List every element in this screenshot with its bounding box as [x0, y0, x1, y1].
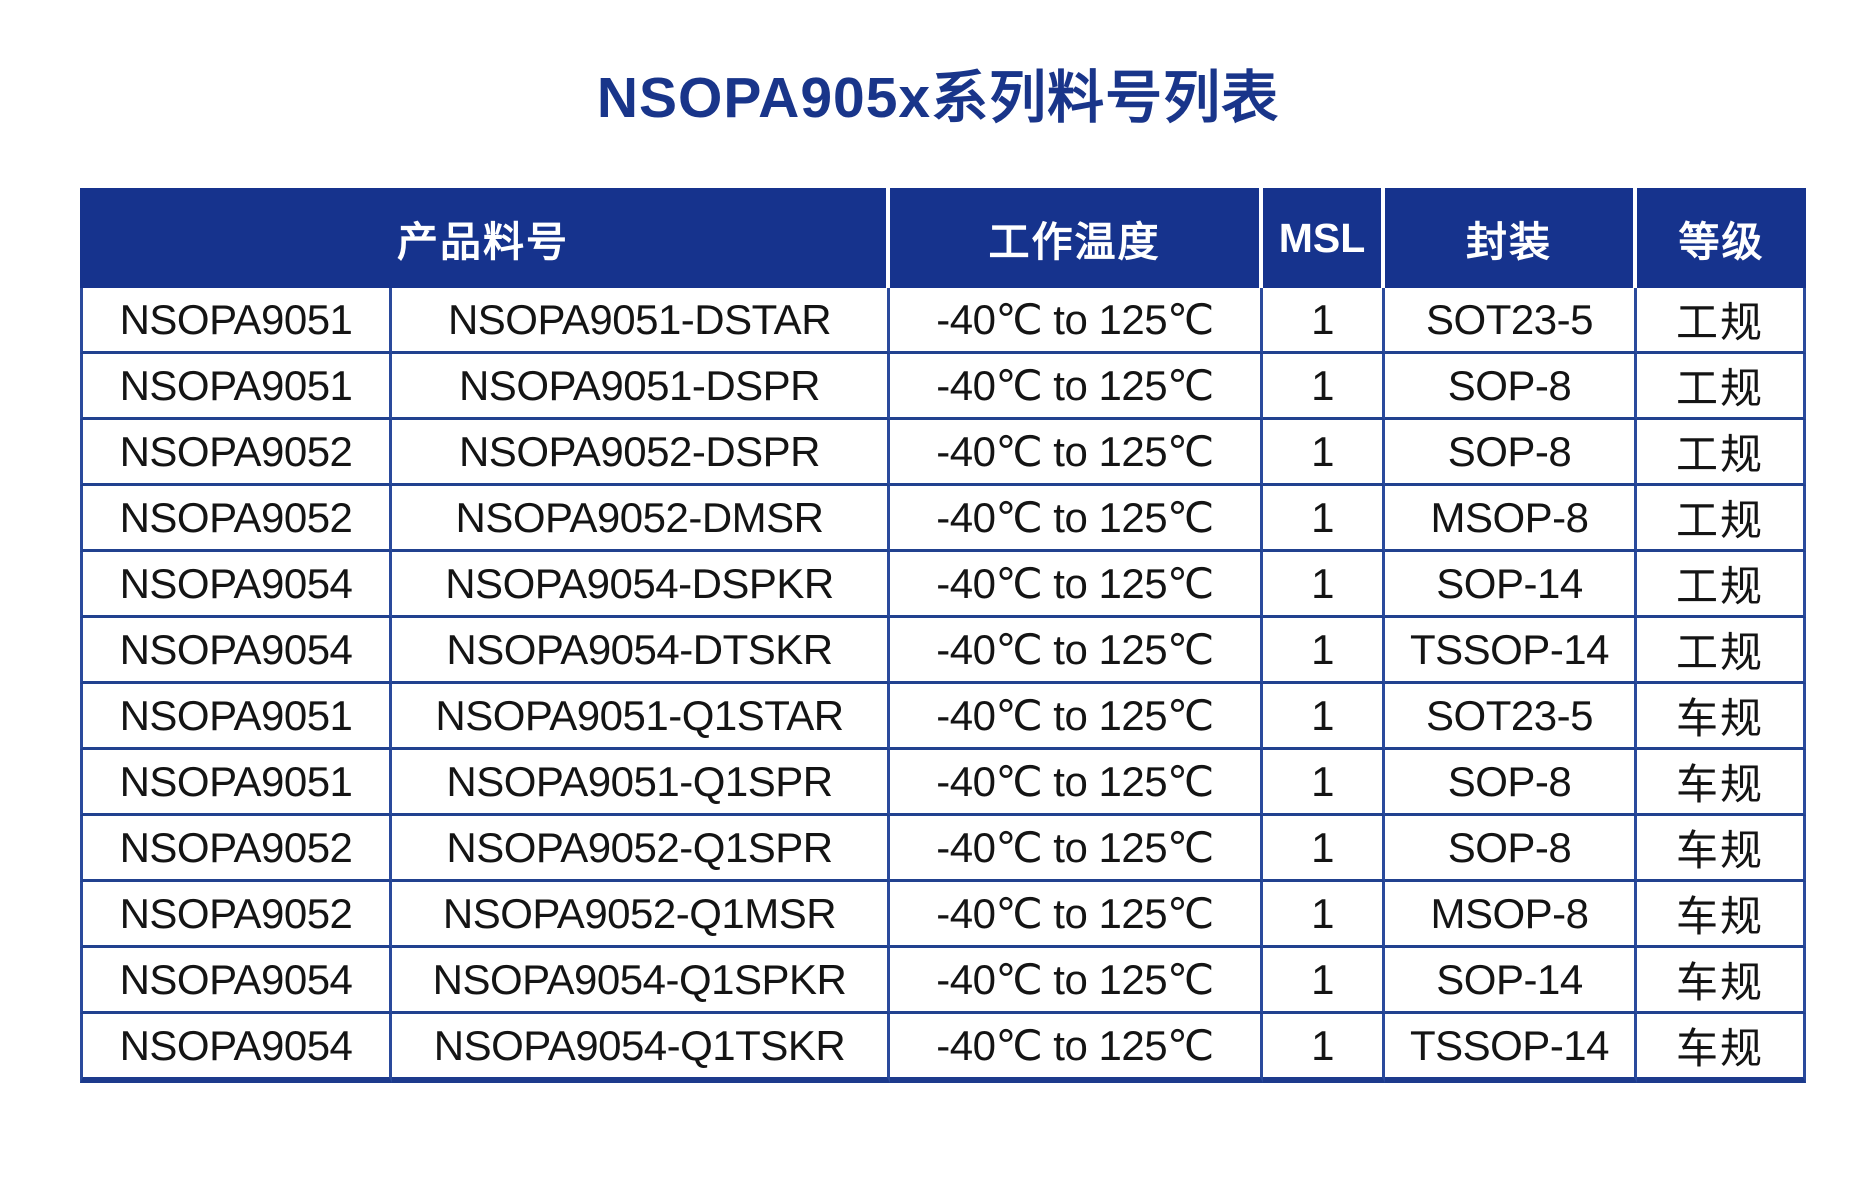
table-row: NSOPA9052 NSOPA9052-DMSR -40℃ to 125℃ 1 …: [80, 486, 1806, 552]
table-row: NSOPA9054 NSOPA9054-Q1SPKR -40℃ to 125℃ …: [80, 948, 1806, 1014]
cell-temp: -40℃ to 125℃: [890, 288, 1263, 354]
cell-part: NSOPA9051-Q1SPR: [392, 750, 890, 816]
cell-temp: -40℃ to 125℃: [890, 684, 1263, 750]
cell-temp: -40℃ to 125℃: [890, 486, 1263, 552]
cell-temp: -40℃ to 125℃: [890, 750, 1263, 816]
cell-grade: 车规: [1637, 882, 1806, 948]
cell-package: SOP-14: [1385, 552, 1637, 618]
cell-grade: 工规: [1637, 420, 1806, 486]
cell-msl: 1: [1263, 948, 1385, 1014]
cell-package: MSOP-8: [1385, 882, 1637, 948]
cell-msl: 1: [1263, 1014, 1385, 1083]
page-title: NSOPA905x系列料号列表: [596, 66, 1280, 130]
cell-package: SOP-14: [1385, 948, 1637, 1014]
table-row: NSOPA9052 NSOPA9052-Q1MSR -40℃ to 125℃ 1…: [80, 882, 1806, 948]
cell-series: NSOPA9051: [80, 750, 392, 816]
table-row: NSOPA9051 NSOPA9051-DSTAR -40℃ to 125℃ 1…: [80, 288, 1806, 354]
cell-package: SOT23-5: [1385, 288, 1637, 354]
cell-part: NSOPA9052-Q1SPR: [392, 816, 890, 882]
table-row: NSOPA9051 NSOPA9051-Q1SPR -40℃ to 125℃ 1…: [80, 750, 1806, 816]
cell-package: SOP-8: [1385, 420, 1637, 486]
cell-grade: 工规: [1637, 354, 1806, 420]
cell-grade: 车规: [1637, 750, 1806, 816]
table-row: NSOPA9051 NSOPA9051-Q1STAR -40℃ to 125℃ …: [80, 684, 1806, 750]
cell-grade: 工规: [1637, 486, 1806, 552]
cell-package: SOT23-5: [1385, 684, 1637, 750]
cell-package: MSOP-8: [1385, 486, 1637, 552]
cell-msl: 1: [1263, 684, 1385, 750]
cell-part: NSOPA9052-DMSR: [392, 486, 890, 552]
cell-grade: 车规: [1637, 948, 1806, 1014]
cell-series: NSOPA9052: [80, 486, 392, 552]
cell-package: SOP-8: [1385, 816, 1637, 882]
cell-part: NSOPA9054-Q1SPKR: [392, 948, 890, 1014]
cell-part: NSOPA9052-DSPR: [392, 420, 890, 486]
cell-temp: -40℃ to 125℃: [890, 816, 1263, 882]
cell-temp: -40℃ to 125℃: [890, 420, 1263, 486]
table-body: NSOPA9051 NSOPA9051-DSTAR -40℃ to 125℃ 1…: [80, 288, 1806, 1083]
parts-table: 产品料号 工作温度 MSL 封装 等级 NSOPA9051 NSOPA9051-…: [80, 188, 1806, 1083]
cell-grade: 工规: [1637, 618, 1806, 684]
cell-msl: 1: [1263, 552, 1385, 618]
cell-series: NSOPA9054: [80, 552, 392, 618]
cell-part: NSOPA9052-Q1MSR: [392, 882, 890, 948]
table-row: NSOPA9054 NSOPA9054-DTSKR -40℃ to 125℃ 1…: [80, 618, 1806, 684]
cell-series: NSOPA9052: [80, 882, 392, 948]
cell-package: TSSOP-14: [1385, 1014, 1637, 1083]
cell-series: NSOPA9054: [80, 948, 392, 1014]
cell-msl: 1: [1263, 882, 1385, 948]
cell-series: NSOPA9054: [80, 618, 392, 684]
cell-package: SOP-8: [1385, 354, 1637, 420]
table-row: NSOPA9052 NSOPA9052-Q1SPR -40℃ to 125℃ 1…: [80, 816, 1806, 882]
cell-series: NSOPA9052: [80, 420, 392, 486]
cell-part: NSOPA9054-DSPKR: [392, 552, 890, 618]
cell-msl: 1: [1263, 354, 1385, 420]
cell-grade: 车规: [1637, 816, 1806, 882]
table-row: NSOPA9051 NSOPA9051-DSPR -40℃ to 125℃ 1 …: [80, 354, 1806, 420]
cell-msl: 1: [1263, 420, 1385, 486]
cell-temp: -40℃ to 125℃: [890, 882, 1263, 948]
cell-msl: 1: [1263, 486, 1385, 552]
cell-temp: -40℃ to 125℃: [890, 354, 1263, 420]
cell-part: NSOPA9051-DSPR: [392, 354, 890, 420]
cell-temp: -40℃ to 125℃: [890, 618, 1263, 684]
header-package: 封装: [1385, 188, 1637, 288]
table-row: NSOPA9054 NSOPA9054-Q1TSKR -40℃ to 125℃ …: [80, 1014, 1806, 1083]
cell-temp: -40℃ to 125℃: [890, 552, 1263, 618]
cell-part: NSOPA9054-Q1TSKR: [392, 1014, 890, 1083]
cell-package: TSSOP-14: [1385, 618, 1637, 684]
cell-part: NSOPA9051-Q1STAR: [392, 684, 890, 750]
cell-msl: 1: [1263, 618, 1385, 684]
cell-series: NSOPA9054: [80, 1014, 392, 1083]
cell-series: NSOPA9051: [80, 684, 392, 750]
cell-grade: 车规: [1637, 1014, 1806, 1083]
cell-msl: 1: [1263, 750, 1385, 816]
cell-msl: 1: [1263, 288, 1385, 354]
table-row: NSOPA9052 NSOPA9052-DSPR -40℃ to 125℃ 1 …: [80, 420, 1806, 486]
header-temp: 工作温度: [890, 188, 1263, 288]
cell-part: NSOPA9054-DTSKR: [392, 618, 890, 684]
header-product: 产品料号: [80, 188, 890, 288]
header-grade: 等级: [1637, 188, 1806, 288]
cell-temp: -40℃ to 125℃: [890, 948, 1263, 1014]
table-row: NSOPA9054 NSOPA9054-DSPKR -40℃ to 125℃ 1…: [80, 552, 1806, 618]
cell-grade: 工规: [1637, 552, 1806, 618]
cell-package: SOP-8: [1385, 750, 1637, 816]
cell-msl: 1: [1263, 816, 1385, 882]
cell-temp: -40℃ to 125℃: [890, 1014, 1263, 1083]
cell-grade: 工规: [1637, 288, 1806, 354]
cell-part: NSOPA9051-DSTAR: [392, 288, 890, 354]
cell-grade: 车规: [1637, 684, 1806, 750]
cell-series: NSOPA9052: [80, 816, 392, 882]
header-row: 产品料号 工作温度 MSL 封装 等级: [80, 188, 1806, 288]
cell-series: NSOPA9051: [80, 288, 392, 354]
cell-series: NSOPA9051: [80, 354, 392, 420]
header-msl: MSL: [1263, 188, 1385, 288]
